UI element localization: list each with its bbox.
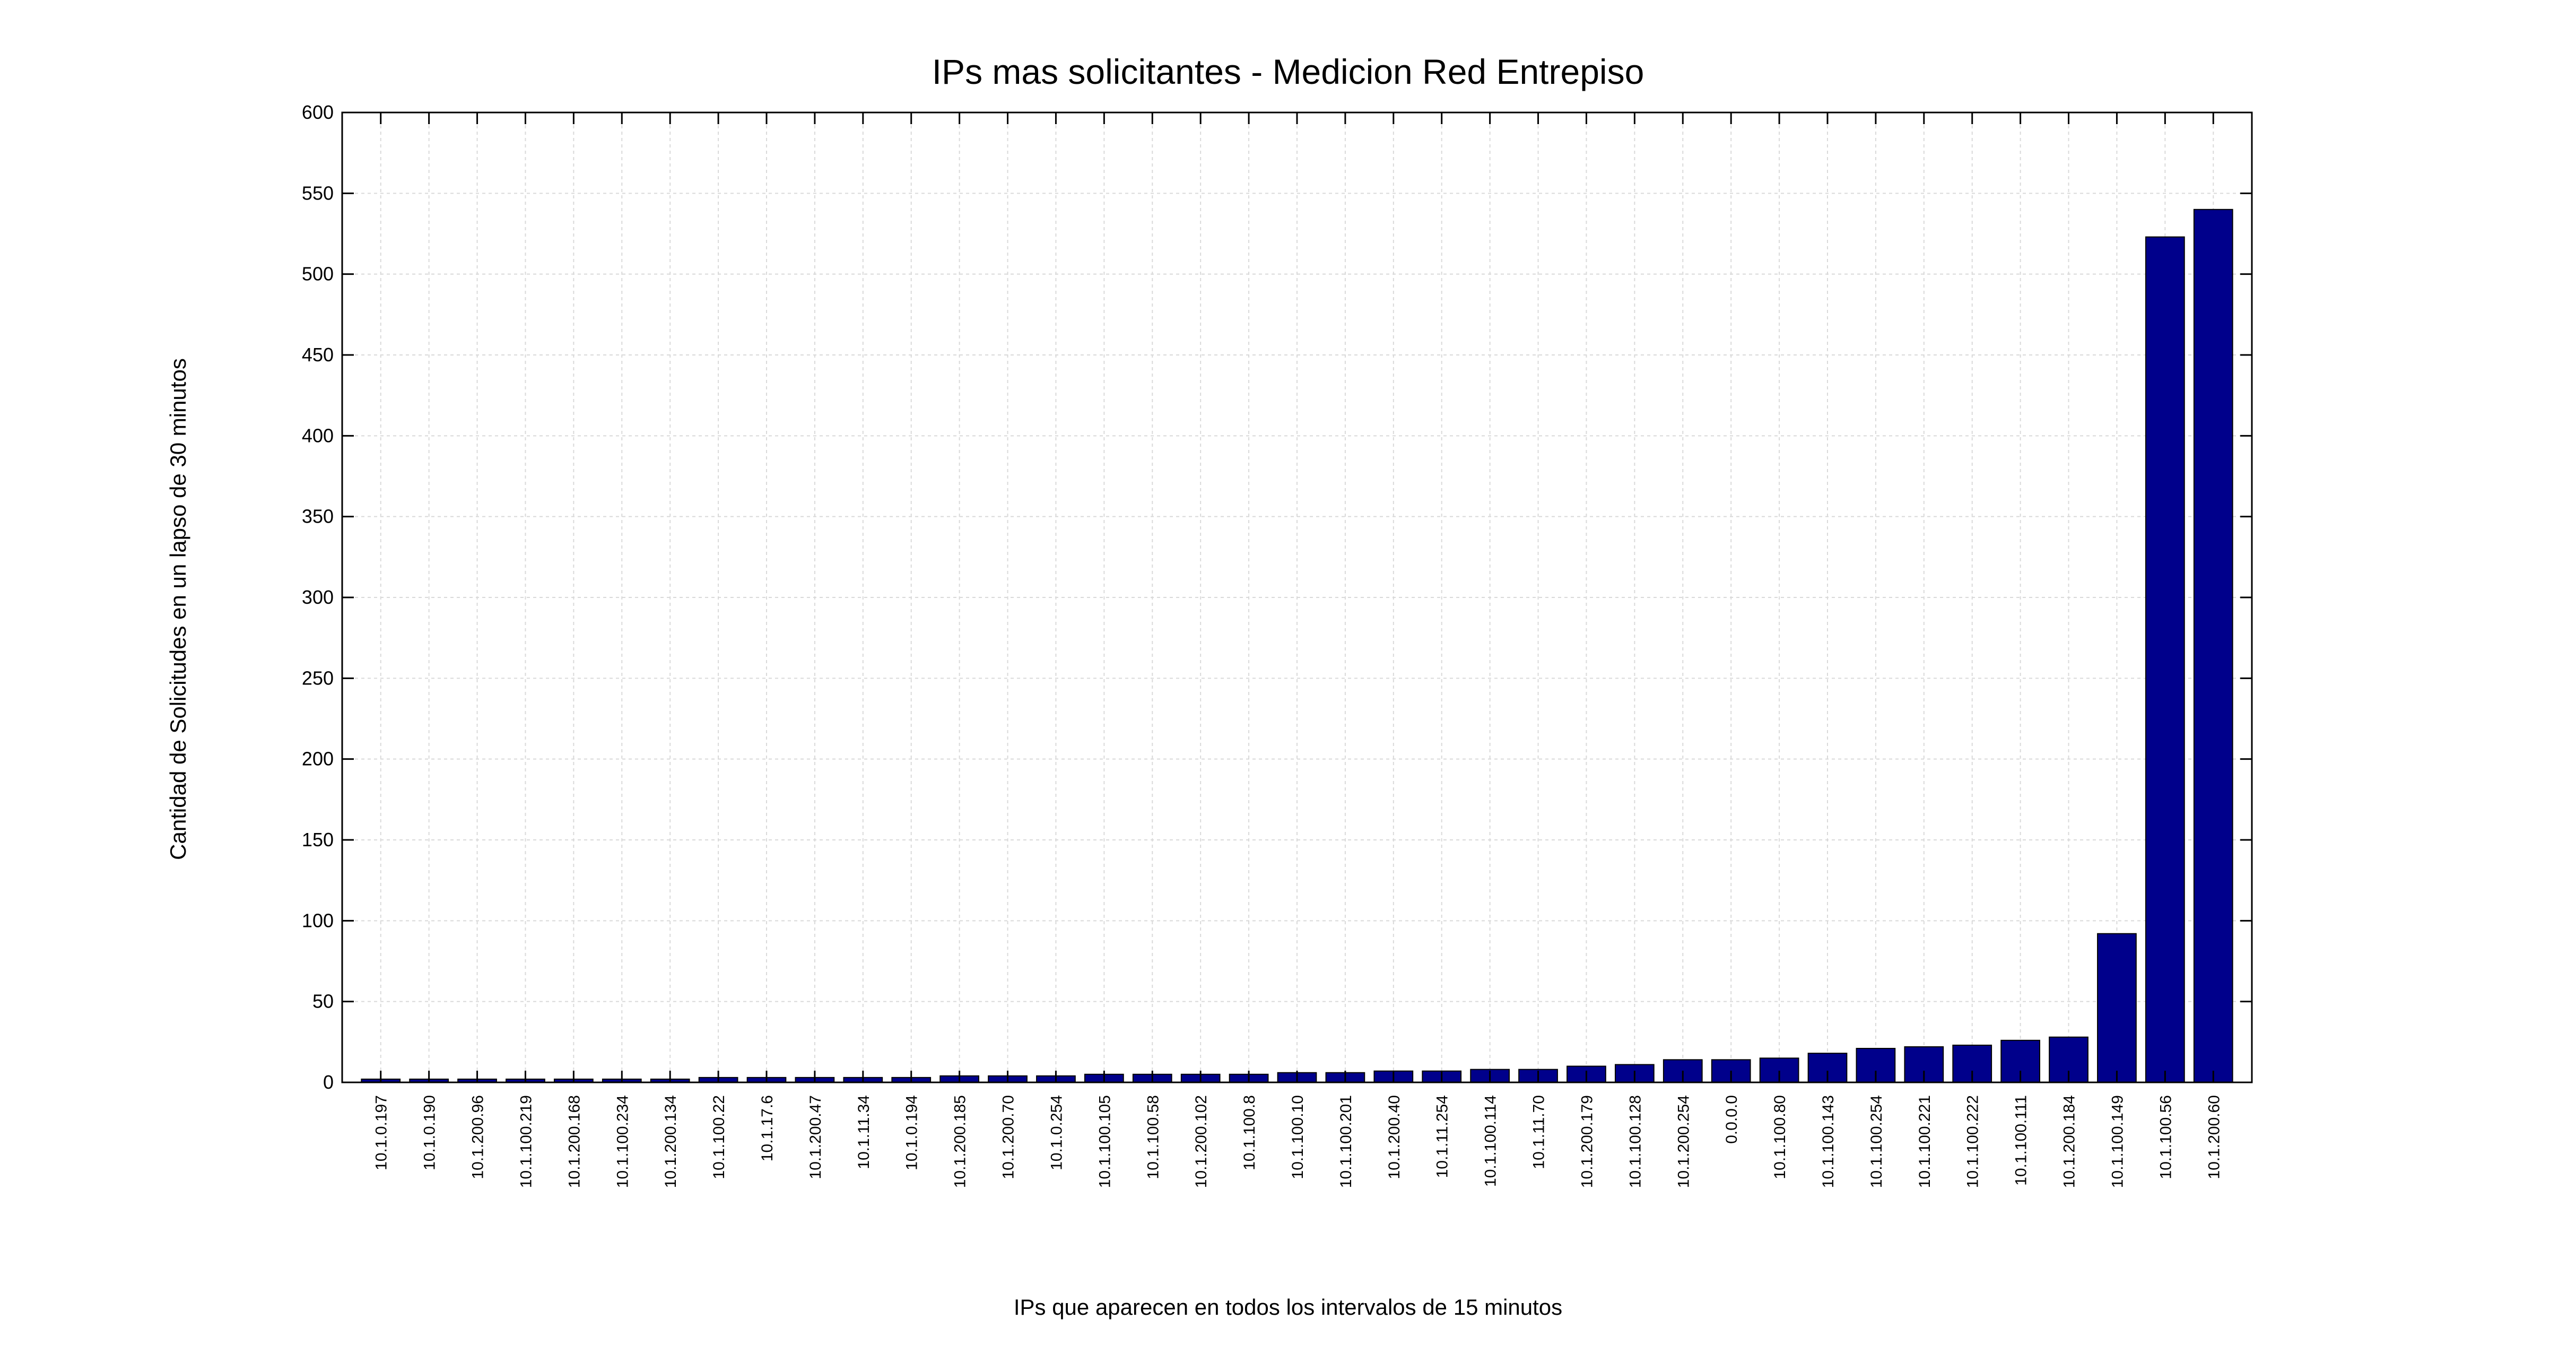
x-tick-label: 10.1.100.111 bbox=[2013, 1095, 2030, 1186]
x-tick-label: 10.1.200.168 bbox=[565, 1095, 583, 1188]
y-tick-label: 400 bbox=[302, 424, 334, 446]
x-tick-label: 10.1.100.143 bbox=[1820, 1095, 1837, 1188]
x-tick-label: 10.1.100.56 bbox=[2157, 1095, 2174, 1179]
x-tick-label: 10.1.200.47 bbox=[807, 1095, 824, 1179]
y-tick-label: 100 bbox=[302, 909, 334, 931]
x-tick-label: 10.1.100.128 bbox=[1626, 1095, 1644, 1188]
x-tick-label: 10.1.100.222 bbox=[1964, 1095, 1982, 1188]
y-tick-label: 500 bbox=[302, 263, 334, 285]
x-tick-label: 10.1.11.70 bbox=[1530, 1095, 1548, 1169]
x-tick-label: 10.1.100.80 bbox=[1771, 1095, 1789, 1179]
y-axis-label: Cantidad de Solicitudes en un lapso de 3… bbox=[166, 358, 190, 860]
x-tick-label: 10.1.200.96 bbox=[469, 1095, 487, 1179]
x-tick-label: 10.1.200.40 bbox=[1386, 1095, 1403, 1179]
grid-lines bbox=[342, 112, 2252, 1083]
x-tick-label: 10.1.200.254 bbox=[1675, 1095, 1692, 1188]
x-axis-label: IPs que aparecen en todos los intervalos… bbox=[1014, 1295, 1562, 1320]
x-tick-label: 10.1.11.34 bbox=[855, 1095, 873, 1169]
y-tick-label: 50 bbox=[312, 991, 334, 1012]
y-tick-label: 0 bbox=[323, 1071, 334, 1093]
x-tick-label: 10.1.100.234 bbox=[614, 1095, 631, 1188]
x-tick-label: 10.1.200.179 bbox=[1578, 1095, 1596, 1188]
bar bbox=[2097, 933, 2137, 1083]
bar bbox=[2000, 1039, 2040, 1083]
plot-frame bbox=[341, 111, 2253, 1083]
x-tick-label: 10.1.11.254 bbox=[1434, 1095, 1451, 1178]
x-tick-label: 10.1.100.22 bbox=[710, 1095, 728, 1179]
y-tick-labels: 0 50 100 150 200 250 300 350 400 450 500 550 600 bbox=[302, 101, 334, 1093]
x-tick-label: 10.1.100.219 bbox=[517, 1095, 535, 1188]
x-tick-label: 10.1.100.201 bbox=[1337, 1095, 1355, 1188]
bars bbox=[361, 209, 2233, 1083]
x-tick-label: 10.1.100.8 bbox=[1241, 1095, 1258, 1170]
x-tick-label: 10.1.0.254 bbox=[1048, 1095, 1065, 1170]
x-tick-label: 10.1.200.185 bbox=[952, 1095, 969, 1188]
x-tick-label: 10.1.100.254 bbox=[1868, 1095, 1885, 1188]
y-tick-label: 150 bbox=[302, 829, 334, 851]
y-tick-label: 350 bbox=[302, 506, 334, 527]
x-tick-label: 10.1.100.58 bbox=[1144, 1095, 1162, 1179]
x-tick-label: 10.1.200.102 bbox=[1193, 1095, 1210, 1188]
x-tick-label: 0.0.0.0 bbox=[1723, 1095, 1740, 1144]
y-tick-label: 550 bbox=[302, 182, 334, 204]
chart-title: IPs mas solicitantes - Medicion Red Entr… bbox=[932, 52, 1644, 91]
y-tick-label: 600 bbox=[302, 101, 334, 123]
bar bbox=[2145, 236, 2185, 1083]
x-tick-labels: 10.1.0.197 10.1.0.190 10.1.200.96 10.1.100.… bbox=[373, 1095, 2223, 1188]
bar bbox=[2193, 209, 2233, 1083]
y-tick-label: 450 bbox=[302, 344, 334, 366]
x-tick-label: 10.1.200.70 bbox=[1000, 1095, 1017, 1179]
x-tick-label: 10.1.100.149 bbox=[2109, 1095, 2126, 1188]
x-tick-label: 10.1.200.60 bbox=[2205, 1095, 2223, 1179]
y-tick-label: 200 bbox=[302, 748, 334, 770]
x-tick-label: 10.1.100.105 bbox=[1096, 1095, 1113, 1188]
x-tick-label: 10.1.100.114 bbox=[1482, 1095, 1500, 1187]
x-tick-label: 10.1.100.221 bbox=[1916, 1095, 1934, 1188]
x-tick-label: 10.1.17.6 bbox=[759, 1095, 776, 1161]
x-tick-label: 10.1.100.10 bbox=[1289, 1095, 1307, 1179]
y-tick-label: 300 bbox=[302, 586, 334, 608]
y-tick-label: 250 bbox=[302, 667, 334, 689]
x-tick-label: 10.1.200.184 bbox=[2061, 1095, 2078, 1188]
x-tick-label: 10.1.200.134 bbox=[662, 1095, 680, 1188]
x-tick-label: 10.1.0.190 bbox=[421, 1095, 439, 1170]
x-tick-label: 10.1.0.194 bbox=[903, 1095, 921, 1170]
x-tick-label: 10.1.0.197 bbox=[373, 1095, 390, 1170]
